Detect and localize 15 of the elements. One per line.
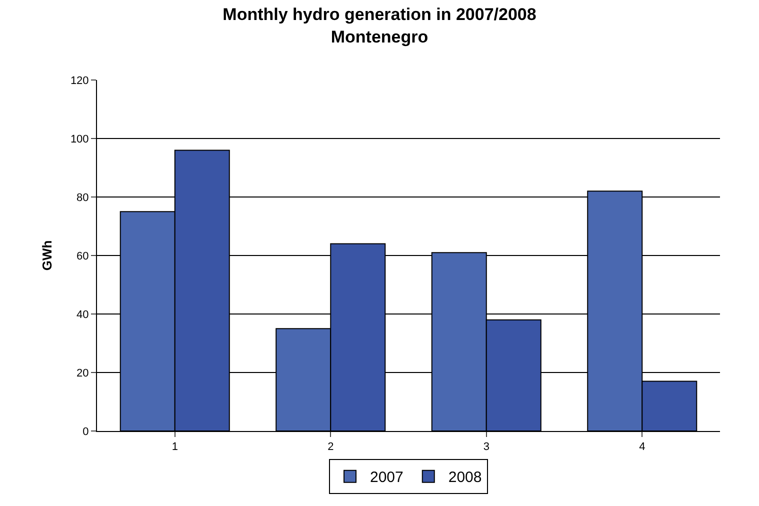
legend-label: 2007 [370,469,404,486]
y-tick-label: 0 [82,426,89,438]
x-tick-label: 3 [483,441,490,454]
x-tick-label: 2 [328,441,334,454]
y-tick-label: 120 [70,74,89,87]
x-tick-label: 1 [172,441,178,454]
y-tick-label: 20 [76,367,89,380]
y-tick-label: 100 [70,133,89,146]
y-tick-label: 40 [76,308,89,321]
chart-title: Monthly hydro generation in 2007/2008 Montenegro [222,5,536,46]
legend-label: 2008 [448,469,482,486]
y-tick-label: 60 [76,250,89,262]
y-axis-title: GWh [39,240,54,271]
x-tick-label: 4 [639,441,646,454]
y-tick-label: 80 [76,192,89,204]
